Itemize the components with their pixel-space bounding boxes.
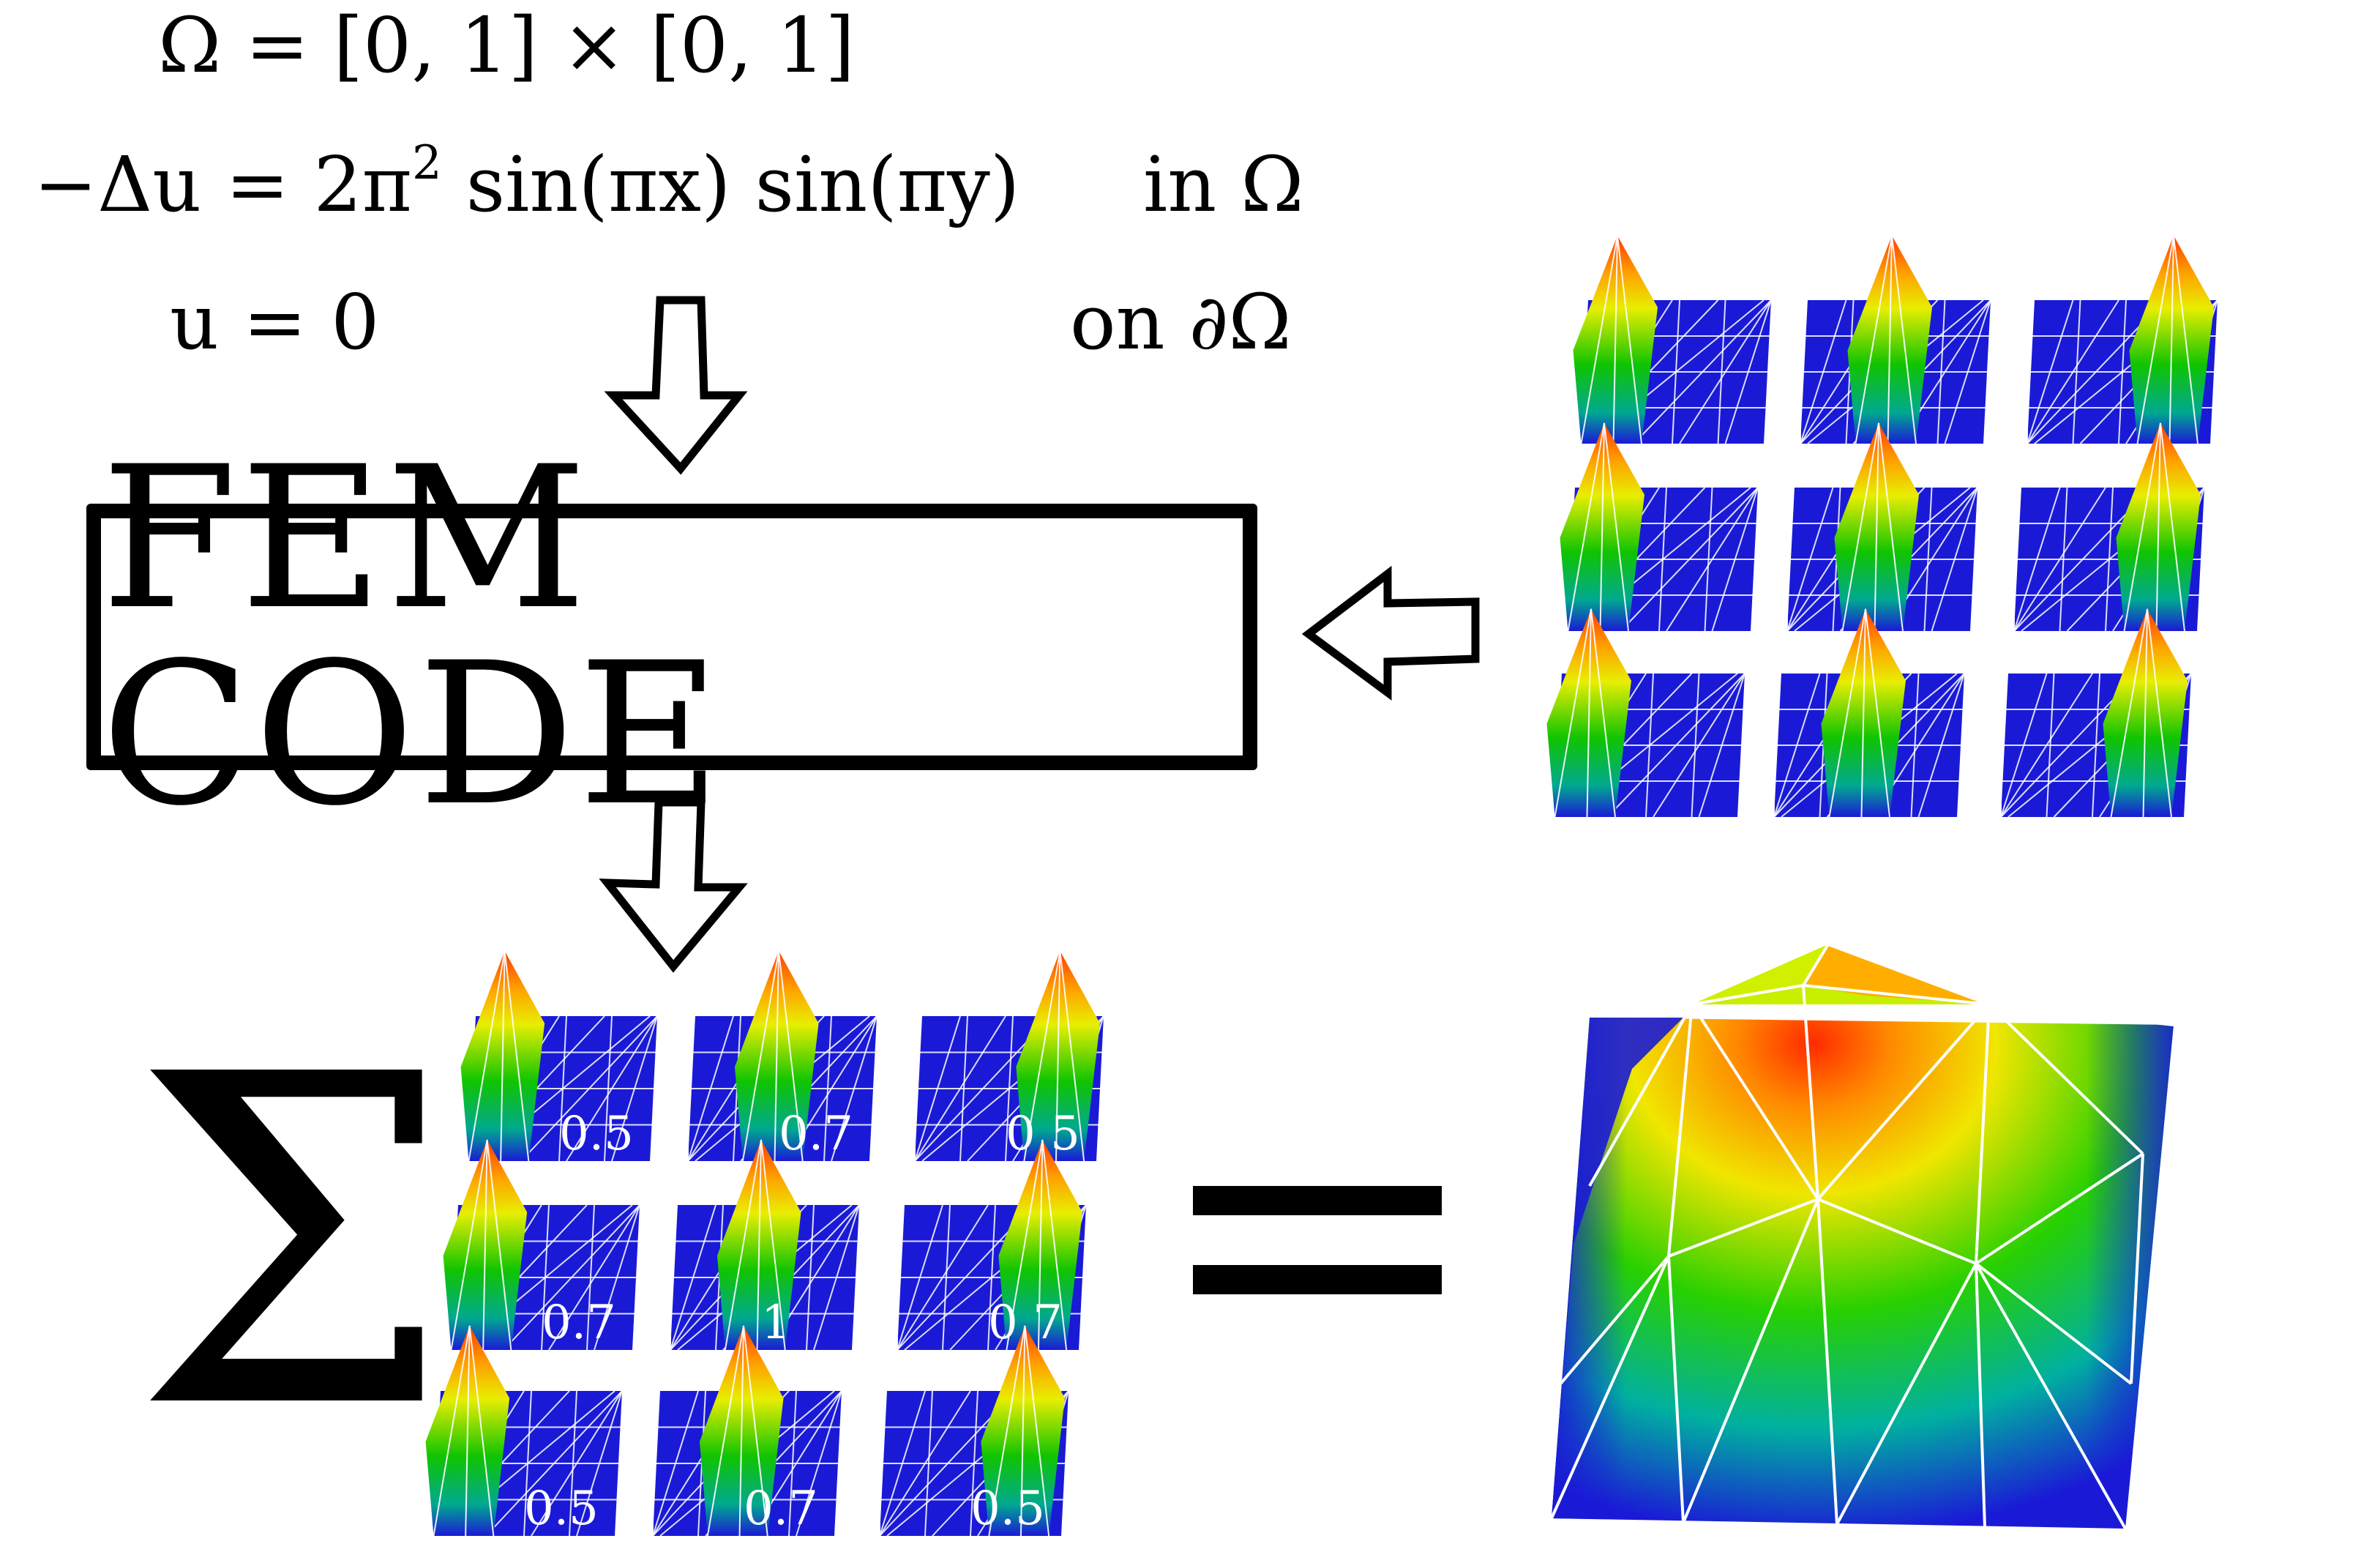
coefficient-label: 0.7 xyxy=(744,1482,818,1536)
basis-function-tile: 0.5 xyxy=(914,950,1104,1162)
coefficient-label: 1 xyxy=(761,1296,791,1350)
basis-function-tile: 0.5 xyxy=(460,950,658,1162)
basis-function-tile: 0.7 xyxy=(687,950,877,1162)
pde-equation: −Δu = 2π2 sin(πx) sin(πy) xyxy=(34,140,1019,223)
sum-symbol: Σ xyxy=(132,980,453,1508)
basis-function-tile xyxy=(2027,235,2218,444)
solution-surface xyxy=(1550,942,2174,1529)
coefficient-label: 0.5 xyxy=(524,1482,599,1536)
basis-function-tile: 1 xyxy=(670,1139,860,1351)
pde-exponent: 2 xyxy=(412,136,442,190)
basis-function-tile: 0.7 xyxy=(897,1139,1087,1351)
basis-function-tile xyxy=(1573,235,1772,444)
coefficient-label: 0.7 xyxy=(779,1107,853,1161)
arrow-down-icon xyxy=(604,296,748,475)
basis-function-tile xyxy=(1560,422,1759,632)
basis-function-tile: 0.7 xyxy=(443,1139,640,1351)
arrow-left-icon xyxy=(1301,565,1480,701)
fem-code-label: FEM CODE xyxy=(101,425,725,849)
boundary-condition: u = 0 xyxy=(170,277,380,367)
basis-function-tile xyxy=(1786,422,1978,632)
pde-domain-qualifier: in Ω xyxy=(1143,140,1304,229)
coefficient-label: 0.5 xyxy=(970,1482,1045,1536)
basis-function-tile: 0.5 xyxy=(879,1325,1069,1537)
basis-function-tile: 0.5 xyxy=(425,1325,623,1537)
basis-function-tile xyxy=(2013,422,2205,632)
pde-lhs: −Δu = 2π xyxy=(34,140,413,229)
basis-function-tile xyxy=(2000,608,2192,818)
coefficient-label: 0.7 xyxy=(542,1296,616,1350)
coefficient-label: 0.5 xyxy=(559,1107,634,1161)
basis-function-grid xyxy=(1546,235,2218,818)
pde-rhs: sin(πx) sin(πy) xyxy=(441,140,1020,229)
basis-function-tile: 0.7 xyxy=(652,1325,842,1537)
weighted-basis-grid: 0.5 0.7 0.50.7 1 0.70.5 0.7 0.5 xyxy=(425,950,1104,1537)
domain-equation: Ω = [0, 1] × [0, 1] xyxy=(158,1,855,90)
fem-code-box: FEM CODE xyxy=(86,441,1257,833)
basis-function-tile xyxy=(1773,608,1965,818)
equals-sign xyxy=(1193,1186,1442,1294)
mesh-lines xyxy=(2000,673,2192,818)
boundary-qualifier: on ∂Ω xyxy=(1070,277,1292,367)
arrow-down-icon xyxy=(599,798,748,973)
basis-function-tile xyxy=(1546,608,1745,818)
basis-function-tile xyxy=(1800,235,1991,444)
